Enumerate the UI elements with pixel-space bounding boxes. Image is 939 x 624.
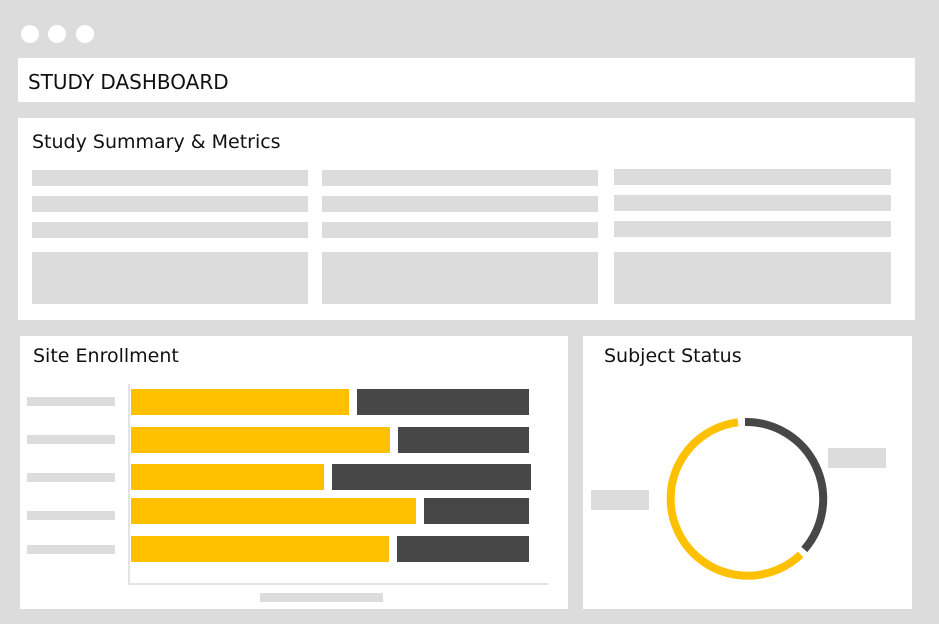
metric-placeholder <box>322 196 598 212</box>
metric-placeholder <box>322 170 598 186</box>
donut-label-placeholder <box>828 448 886 468</box>
metric-placeholder <box>614 169 891 185</box>
metric-placeholder <box>32 222 308 238</box>
page-title: STUDY DASHBOARD <box>28 70 229 94</box>
metric-placeholder <box>32 196 308 212</box>
study-summary-panel: Study Summary & Metrics <box>18 118 915 320</box>
site-label-placeholder <box>27 545 115 554</box>
window-maximize-dot[interactable] <box>76 25 94 43</box>
site-label-placeholder <box>27 511 115 520</box>
y-axis-line <box>128 384 130 585</box>
subject-status-title: Subject Status <box>604 345 742 367</box>
remaining-bar <box>357 389 529 415</box>
metric-placeholder <box>614 221 891 237</box>
window-close-dot[interactable] <box>21 25 39 43</box>
enrolled-bar <box>131 464 324 490</box>
subject-status-donut <box>666 417 828 580</box>
enrolled-bar <box>131 427 390 453</box>
window-minimize-dot[interactable] <box>48 25 66 43</box>
metric-placeholder <box>322 222 598 238</box>
x-axis-label-placeholder <box>260 593 383 602</box>
enrolled-bar <box>131 536 389 562</box>
donut-label-placeholder <box>591 490 649 510</box>
metric-placeholder <box>614 195 891 211</box>
study-summary-title: Study Summary & Metrics <box>32 131 281 153</box>
metric-card-placeholder <box>322 252 598 304</box>
remaining-bar <box>398 427 529 453</box>
site-label-placeholder <box>27 473 115 482</box>
remaining-bar <box>332 464 531 490</box>
enrolled-bar <box>131 498 416 524</box>
x-axis-line <box>128 583 548 585</box>
site-enrollment-panel: Site Enrollment <box>20 336 568 609</box>
site-label-placeholder <box>27 435 115 444</box>
donut-segment-enrolled <box>666 418 804 580</box>
site-enrollment-title: Site Enrollment <box>33 345 179 367</box>
metric-placeholder <box>32 170 308 186</box>
metric-card-placeholder <box>614 252 891 304</box>
subject-status-panel: Subject Status <box>583 336 912 609</box>
site-label-placeholder <box>27 397 115 406</box>
header-bar: STUDY DASHBOARD <box>18 58 915 102</box>
metric-card-placeholder <box>32 252 308 304</box>
enrolled-bar <box>131 389 349 415</box>
remaining-bar <box>397 536 529 562</box>
remaining-bar <box>424 498 529 524</box>
donut-segment-remaining <box>744 417 828 553</box>
